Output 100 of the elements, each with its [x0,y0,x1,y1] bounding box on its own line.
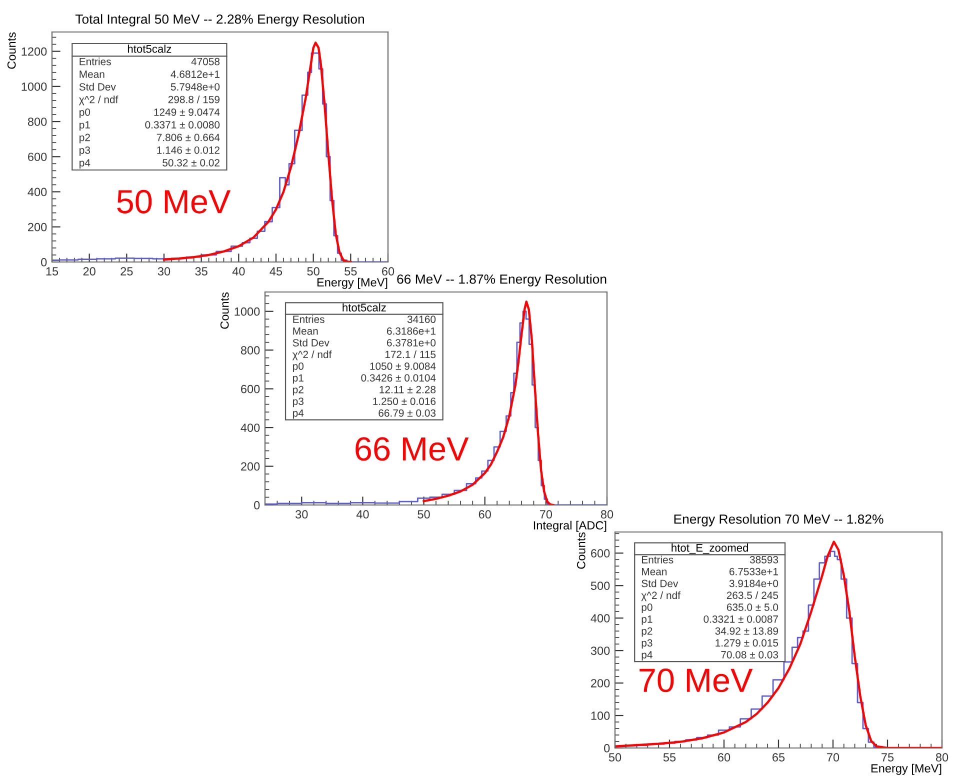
y-axis-title: Counts [220,292,229,329]
x-tick-label: 35 [195,267,208,276]
x-tick-label: 55 [344,267,357,276]
annotation: 4.6812e+1 [170,70,220,78]
x-tick-label: 80 [600,510,614,519]
annotation: 66.79 ± 0.03 [378,409,436,417]
x-tick-label: 60 [718,753,730,762]
y-tick-label: 200 [241,462,260,471]
annotation: 0.3321 ± 0.0087 [704,615,778,623]
annotation: 3.9184e+0 [729,580,778,588]
x-tick-label: 15 [46,267,58,276]
annotation: Entries [642,556,674,564]
annotation: χ^2 / ndf [292,350,332,360]
y-tick-label: 600 [241,384,260,394]
x-tick-label: 70 [540,510,552,519]
annotation: 298.8 / 159 [168,96,220,104]
annotation: χ^2 / ndf [78,96,118,106]
annotation: Mean [80,70,104,78]
annotation: 47058 [191,58,220,66]
x-tick-label: 30 [296,510,308,519]
x-tick-label: 50 [307,267,320,276]
annotation: 7.806 ± 0.664 [156,134,220,142]
annotation: 1.146 ± 0.012 [157,146,220,154]
y-tick-label: 1000 [234,307,260,316]
annotation: 12.11 ± 2.28 [380,386,436,394]
chart-title: Total Integral 50 MeV -- 2.28% Energy Resolution [75,14,364,26]
x-tick-label: 50 [608,753,622,762]
annotation: htot5calz [128,44,172,53]
annotation: 0.3426 ± 0.0104 [361,374,436,382]
x-tick-label: 40 [356,510,369,519]
y-tick-label: 200 [28,222,47,232]
annotation: 5.7948e+0 [170,83,220,91]
x-tick-label: 40 [232,267,245,276]
annotation: 1.279 ± 0.015 [716,639,778,647]
x-tick-label: 75 [882,753,894,762]
annotation: p0 [293,362,304,372]
annotation: p3 [642,639,652,649]
x-tick-label: 60 [478,510,491,519]
y-tick-label: 500 [590,582,610,590]
annotation: Entries [80,58,111,66]
y-tick-label: 800 [28,118,47,126]
annotation: Mean [293,327,318,335]
y-tick-label: 1000 [22,82,47,91]
y-tick-label: 600 [591,549,610,558]
y-tick-label: 300 [590,646,610,655]
annotation: p2 [80,134,90,144]
annotation: p0 [642,604,652,613]
y-axis-title: Counts [7,32,16,69]
annotation: p1 [642,616,652,625]
x-tick-label: 65 [772,753,785,762]
annotation: 70 MeV [640,668,753,692]
y-tick-label: 400 [590,614,610,622]
annotation: p4 [80,159,90,169]
annotation: 34.92 ± 13.89 [715,627,778,635]
y-tick-label: 100 [591,712,610,720]
y-tick-label: 1200 [22,47,47,56]
annotation: p4 [293,409,304,419]
y-tick-label: 800 [240,346,260,354]
x-tick-label: 25 [120,267,133,276]
x-axis-title: Energy [MeV] [871,764,942,775]
x-axis-title: Energy [MeV] [317,278,388,289]
y-tick-label: 400 [28,188,47,196]
chart-title: Energy Resolution 70 MeV -- 1.82% [674,514,884,526]
annotation: Mean [642,568,667,576]
x-tick-label: 45 [270,267,282,276]
y-tick-label: 600 [28,152,47,162]
annotation: χ^2 / ndf [641,591,680,602]
annotation: 263.5 / 245 [726,591,778,600]
annotation: 6.3781e+0 [387,339,436,346]
annotation: 34160 [407,316,436,324]
annotation: 38593 [750,556,778,564]
annotation: Std Dev [292,338,330,346]
annotation: 1249 ± 9.0474 [154,108,220,116]
x-tick-label: 20 [83,267,96,276]
annotation: Std Dev [642,580,678,588]
x-tick-label: 80 [936,753,948,762]
annotation: 1.250 ± 0.016 [373,398,436,406]
annotation: 635.0 ± 5.0 [726,604,778,611]
annotation: 6.7533e+1 [730,568,778,576]
annotation: htot5calz [342,303,386,312]
y-tick-label: 400 [240,424,260,432]
annotation: Std Dev [79,82,116,91]
annotation: Entries [293,315,324,324]
annotation: p2 [293,386,304,396]
annotation: p2 [642,627,652,637]
x-tick-label: 70 [827,753,840,762]
y-tick-label: 0 [254,501,260,510]
x-tick-label: 60 [382,267,394,276]
annotation: p1 [80,121,90,131]
annotation: 0.3371 ± 0.0080 [145,121,220,129]
annotation: 172.1 / 115 [385,350,436,358]
annotation: p1 [293,374,304,384]
y-tick-label: 200 [591,679,610,688]
annotation: p3 [293,398,304,408]
y-tick-label: 0 [41,258,47,266]
annotation: 50 MeV [117,190,231,214]
annotation: p0 [80,108,90,118]
annotation: p3 [80,146,90,156]
y-axis-title: Counts [576,532,586,569]
annotation: 50.32 ± 0.02 [162,159,220,166]
